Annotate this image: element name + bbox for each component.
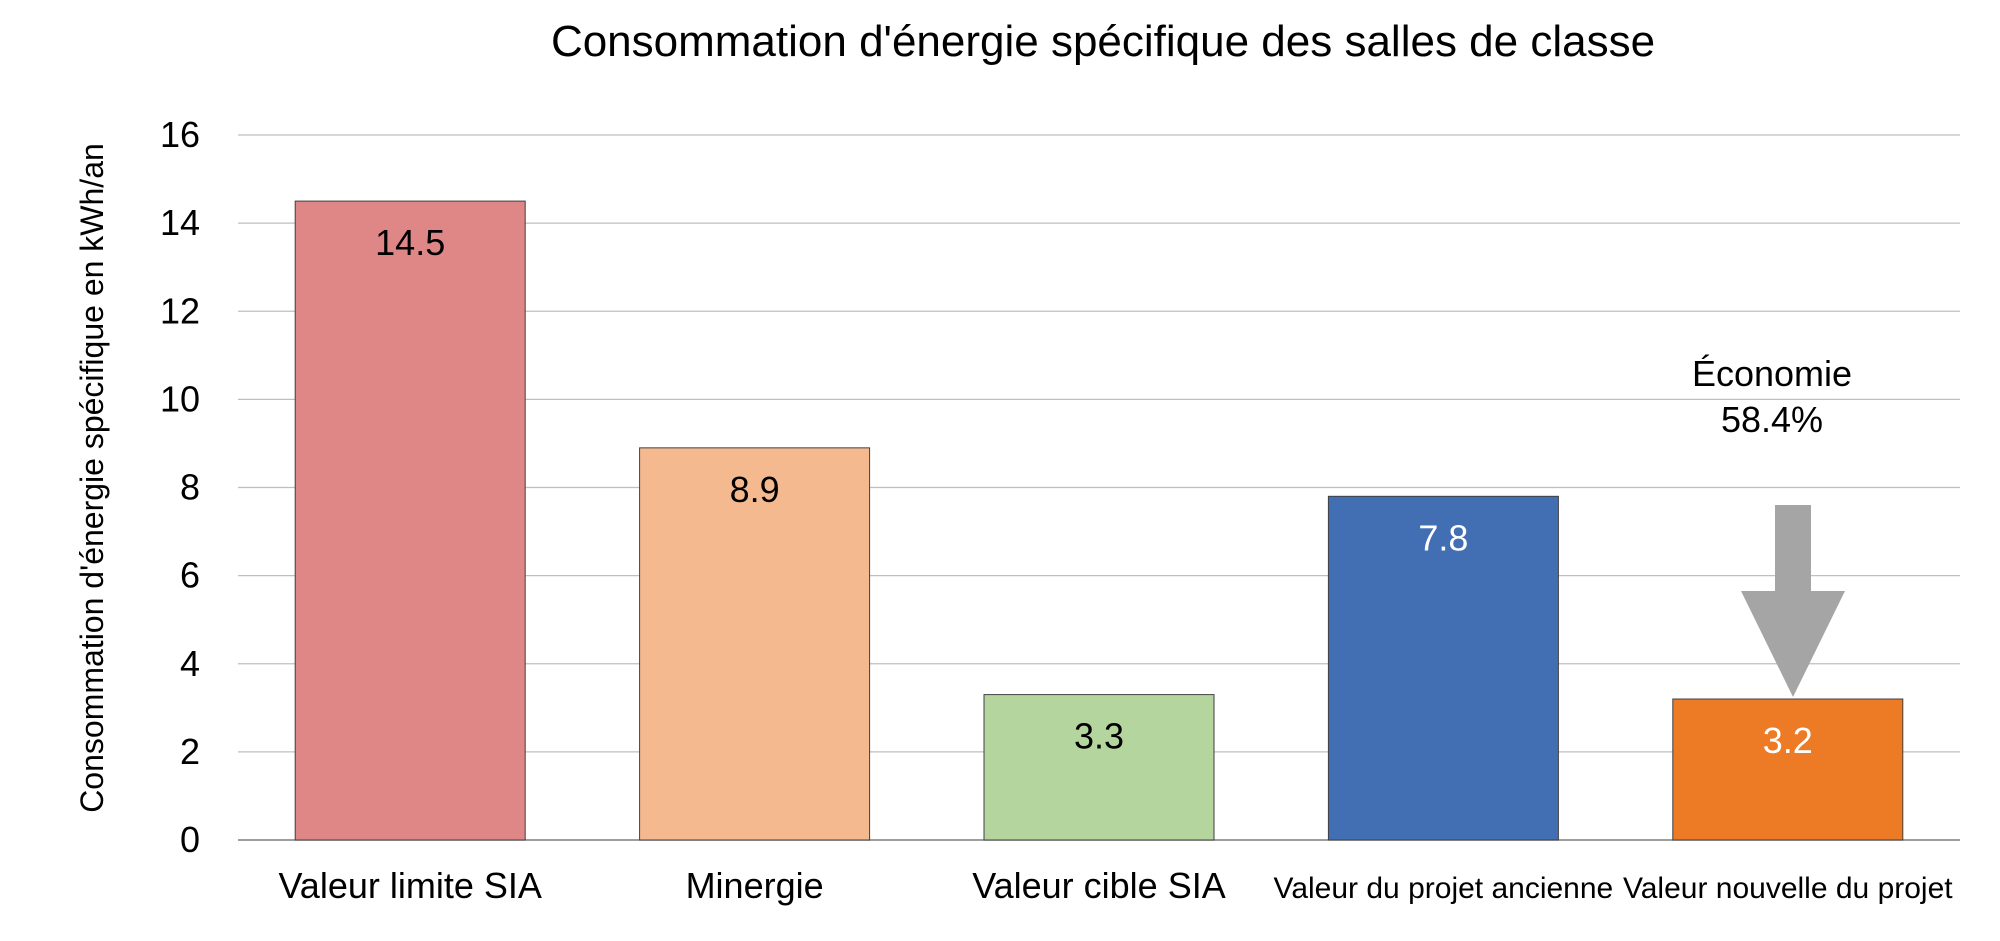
y-tick-label: 0 [180,819,200,860]
bar [983,694,1215,841]
y-tick-label: 14 [160,202,200,243]
bar [639,447,871,841]
bar-value-label: 8.9 [730,469,780,510]
y-tick-label: 8 [180,467,200,508]
y-tick-label: 16 [160,114,200,155]
savings-annotation: Économie 58.4% [1692,353,1852,697]
y-tick-labels: 0 2 4 6 8 10 12 14 16 [160,114,200,860]
x-tick-label: Valeur nouvelle du projet [1623,872,1953,905]
savings-percentage: 58.4% [1721,399,1823,440]
x-tick-label: Valeur du projet ancienne [1274,872,1614,905]
y-tick-label: 6 [180,555,200,596]
chart-title: Consommation d'énergie spécifique des sa… [551,17,1655,66]
y-axis-label: Consommation d'énergie spécifique en kWh… [74,143,110,813]
y-tick-label: 10 [160,378,200,419]
bar [294,200,526,841]
x-tick-label: Valeur cible SIA [972,865,1225,906]
x-tick-label: Minergie [686,865,824,906]
bar-value-label: 14.5 [375,222,445,263]
y-tick-label: 2 [180,731,200,772]
x-tick-labels: Valeur limite SIA Minergie Valeur cible SI… [278,865,1953,906]
bar-value-label: 3.2 [1763,720,1813,761]
y-tick-label: 12 [160,290,200,331]
value-labels: 14.5 8.9 3.3 7.8 3.2 [375,222,1813,761]
x-tick-label: Valeur limite SIA [278,865,541,906]
bars [294,200,1904,841]
down-arrow-icon [1741,505,1845,697]
y-tick-label: 4 [180,643,200,684]
bar [1327,495,1559,841]
bar [1672,698,1904,841]
bar-value-label: 3.3 [1074,716,1124,757]
bar-value-label: 7.8 [1418,517,1468,558]
savings-label: Économie [1692,353,1852,394]
